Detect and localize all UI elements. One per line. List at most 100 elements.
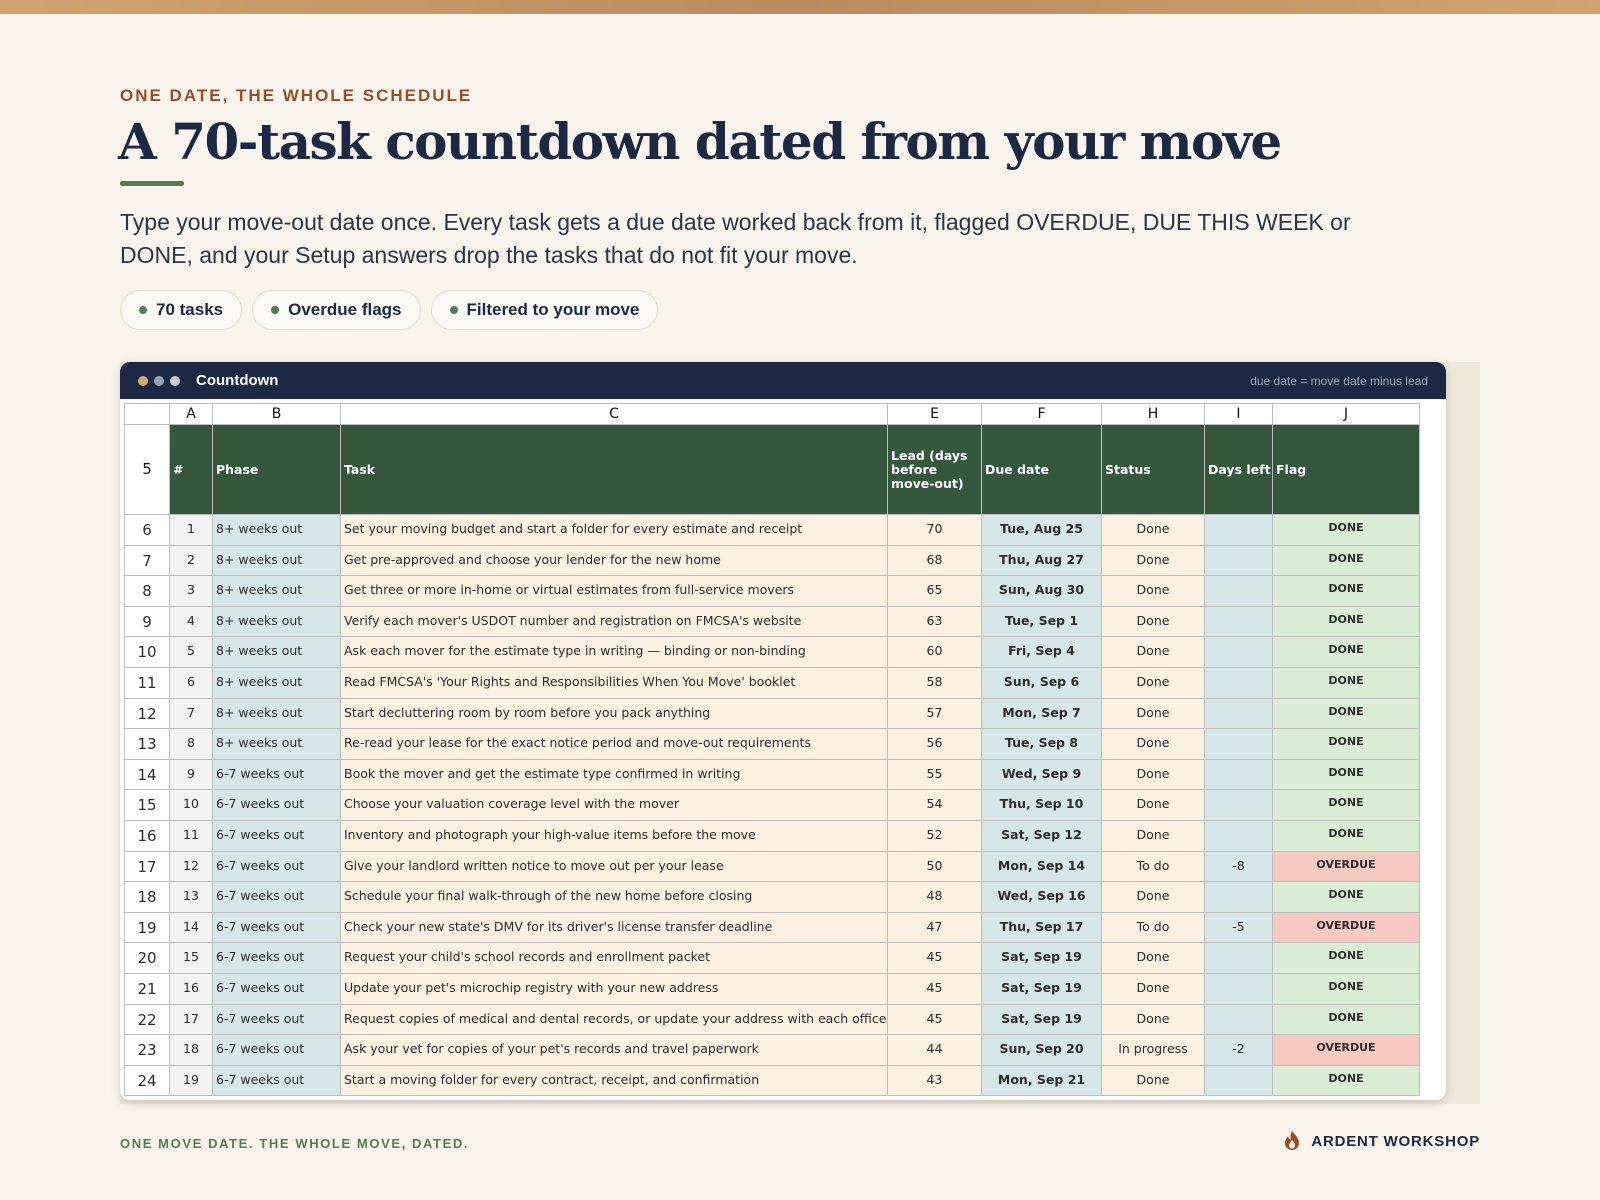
due-date-cell[interactable]: Tue, Aug 25 <box>981 514 1102 546</box>
phase-cell[interactable]: 8+ weeks out <box>212 728 341 760</box>
phase-cell[interactable]: 6-7 weeks out <box>212 972 341 1005</box>
status-cell[interactable]: Done <box>1101 605 1205 638</box>
task-cell[interactable]: Ask each mover for the estimate type in … <box>340 636 888 668</box>
flag-cell[interactable]: DONE <box>1272 666 1420 699</box>
flag-cell[interactable]: DONE <box>1272 819 1420 852</box>
column-header[interactable]: Task <box>340 424 888 515</box>
due-date-cell[interactable]: Tue, Sep 1 <box>981 605 1102 638</box>
phase-cell[interactable]: 6-7 weeks out <box>212 942 341 974</box>
phase-cell[interactable]: 8+ weeks out <box>212 544 341 577</box>
flag-cell[interactable]: DONE <box>1272 789 1420 821</box>
column-letter[interactable]: A <box>169 403 213 425</box>
lead-days-cell[interactable]: 65 <box>887 575 982 607</box>
lead-days-cell[interactable]: 60 <box>887 636 982 668</box>
flag-cell[interactable]: DONE <box>1272 881 1420 913</box>
lead-days-cell[interactable]: 70 <box>887 514 982 546</box>
task-number-cell[interactable]: 15 <box>169 942 213 974</box>
days-left-cell[interactable]: -2 <box>1204 1034 1273 1066</box>
lead-days-cell[interactable]: 43 <box>887 1064 982 1097</box>
column-header[interactable]: Phase <box>212 424 341 515</box>
due-date-cell[interactable]: Thu, Sep 10 <box>981 789 1102 821</box>
due-date-cell[interactable]: Mon, Sep 21 <box>981 1064 1102 1097</box>
row-number[interactable]: 23 <box>124 1034 170 1066</box>
lead-days-cell[interactable]: 58 <box>887 666 982 699</box>
flag-cell[interactable]: DONE <box>1272 1064 1420 1097</box>
lead-days-cell[interactable]: 44 <box>887 1034 982 1066</box>
lead-days-cell[interactable]: 54 <box>887 789 982 821</box>
phase-cell[interactable]: 6-7 weeks out <box>212 819 341 852</box>
task-number-cell[interactable]: 2 <box>169 544 213 577</box>
phase-cell[interactable]: 8+ weeks out <box>212 636 341 668</box>
phase-cell[interactable]: 8+ weeks out <box>212 697 341 730</box>
days-left-cell[interactable] <box>1204 666 1273 699</box>
corner-cell[interactable] <box>124 403 170 425</box>
lead-days-cell[interactable]: 48 <box>887 881 982 913</box>
status-cell[interactable]: Done <box>1101 881 1205 913</box>
phase-cell[interactable]: 6-7 weeks out <box>212 881 341 913</box>
task-number-cell[interactable]: 4 <box>169 605 213 638</box>
status-cell[interactable]: Done <box>1101 544 1205 577</box>
due-date-cell[interactable]: Thu, Aug 27 <box>981 544 1102 577</box>
flag-cell[interactable]: OVERDUE <box>1272 850 1420 883</box>
column-header[interactable]: Due date <box>981 424 1102 515</box>
status-cell[interactable]: Done <box>1101 636 1205 668</box>
task-cell[interactable]: Set your moving budget and start a folde… <box>340 514 888 546</box>
status-cell[interactable]: Done <box>1101 1003 1205 1036</box>
task-number-cell[interactable]: 18 <box>169 1034 213 1066</box>
task-number-cell[interactable]: 8 <box>169 728 213 760</box>
lead-days-cell[interactable]: 50 <box>887 850 982 883</box>
task-number-cell[interactable]: 3 <box>169 575 213 607</box>
task-cell[interactable]: Verify each mover's USDOT number and reg… <box>340 605 888 638</box>
task-number-cell[interactable]: 10 <box>169 789 213 821</box>
task-number-cell[interactable]: 1 <box>169 514 213 546</box>
row-number[interactable]: 11 <box>124 666 170 699</box>
phase-cell[interactable]: 6-7 weeks out <box>212 1034 341 1066</box>
row-number[interactable]: 21 <box>124 972 170 1005</box>
row-number[interactable]: 14 <box>124 758 170 791</box>
column-letter[interactable]: F <box>981 403 1102 425</box>
column-header[interactable]: Status <box>1101 424 1205 515</box>
task-number-cell[interactable]: 12 <box>169 850 213 883</box>
column-letter[interactable]: J <box>1272 403 1420 425</box>
flag-cell[interactable]: OVERDUE <box>1272 1034 1420 1066</box>
column-letter[interactable]: I <box>1204 403 1273 425</box>
row-number[interactable]: 24 <box>124 1064 170 1097</box>
phase-cell[interactable]: 6-7 weeks out <box>212 850 341 883</box>
status-cell[interactable]: Done <box>1101 758 1205 791</box>
task-number-cell[interactable]: 13 <box>169 881 213 913</box>
days-left-cell[interactable] <box>1204 881 1273 913</box>
row-number[interactable]: 15 <box>124 789 170 821</box>
status-cell[interactable]: Done <box>1101 942 1205 974</box>
column-header[interactable]: # <box>169 424 213 515</box>
row-number[interactable]: 5 <box>124 424 170 515</box>
column-letter[interactable]: E <box>887 403 982 425</box>
row-number[interactable]: 6 <box>124 514 170 546</box>
due-date-cell[interactable]: Sat, Sep 19 <box>981 942 1102 974</box>
phase-cell[interactable]: 8+ weeks out <box>212 575 341 607</box>
phase-cell[interactable]: 8+ weeks out <box>212 666 341 699</box>
days-left-cell[interactable]: -8 <box>1204 850 1273 883</box>
lead-days-cell[interactable]: 47 <box>887 911 982 944</box>
days-left-cell[interactable] <box>1204 544 1273 577</box>
due-date-cell[interactable]: Sun, Sep 6 <box>981 666 1102 699</box>
task-cell[interactable]: Read FMCSA's 'Your Rights and Responsibi… <box>340 666 888 699</box>
task-cell[interactable]: Request your child's school records and … <box>340 942 888 974</box>
flag-cell[interactable]: DONE <box>1272 697 1420 730</box>
row-number[interactable]: 13 <box>124 728 170 760</box>
flag-cell[interactable]: DONE <box>1272 1003 1420 1036</box>
task-number-cell[interactable]: 11 <box>169 819 213 852</box>
row-number[interactable]: 17 <box>124 850 170 883</box>
row-number[interactable]: 10 <box>124 636 170 668</box>
due-date-cell[interactable]: Thu, Sep 17 <box>981 911 1102 944</box>
row-number[interactable]: 20 <box>124 942 170 974</box>
task-cell[interactable]: Request copies of medical and dental rec… <box>340 1003 888 1036</box>
days-left-cell[interactable] <box>1204 1064 1273 1097</box>
due-date-cell[interactable]: Fri, Sep 4 <box>981 636 1102 668</box>
task-number-cell[interactable]: 16 <box>169 972 213 1005</box>
status-cell[interactable]: To do <box>1101 911 1205 944</box>
task-cell[interactable]: Get pre-approved and choose your lender … <box>340 544 888 577</box>
due-date-cell[interactable]: Tue, Sep 8 <box>981 728 1102 760</box>
lead-days-cell[interactable]: 63 <box>887 605 982 638</box>
flag-cell[interactable]: DONE <box>1272 972 1420 1005</box>
task-cell[interactable]: Get three or more in-home or virtual est… <box>340 575 888 607</box>
